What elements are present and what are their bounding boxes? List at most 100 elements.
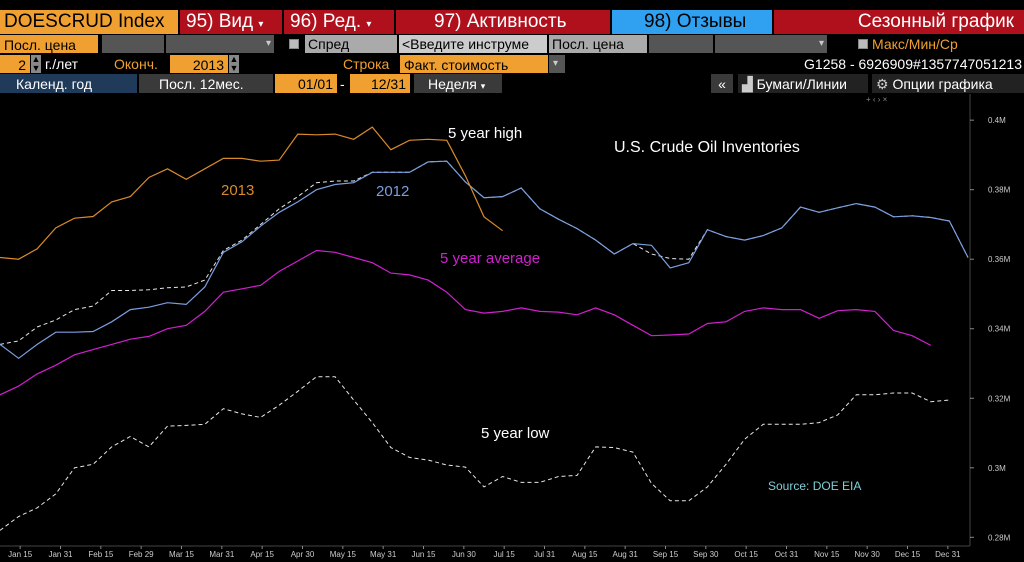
x-tick-label: Mar 31 <box>209 550 234 559</box>
tab-last-12-months-label: Посл. 12мес. <box>159 76 244 92</box>
y-tick-label: 0.36M <box>988 255 1011 264</box>
activity-button[interactable]: 97) Активность <box>396 10 610 34</box>
view-button[interactable]: 95) Вид ▾ <box>180 10 282 34</box>
series-line-2013 <box>0 126 503 260</box>
field-select-2[interactable]: Посл. цена <box>549 35 647 53</box>
x-tick-label: Mar 15 <box>169 550 194 559</box>
label-5-year-high: 5 year high <box>448 125 522 142</box>
x-tick-label: May 31 <box>370 550 397 559</box>
edit-button-label: 96) Ред. <box>290 11 362 32</box>
maxminavg-checkbox[interactable] <box>858 39 868 49</box>
tab-last-12-months[interactable]: Посл. 12мес. <box>139 74 273 93</box>
edit-button[interactable]: 96) Ред. ▾ <box>284 10 394 34</box>
blank-select-2[interactable]: ▾ <box>166 35 274 53</box>
spread-label: Спред <box>308 36 350 52</box>
row-label: Строка <box>343 56 390 72</box>
x-tick-label: Oct 31 <box>775 550 799 559</box>
top-toolbar: DOESCRUD Index 95) Вид ▾ 96) Ред. ▾ 97) … <box>0 0 1024 34</box>
period-select-label: Неделя <box>428 76 477 92</box>
field-select-1[interactable]: Посл. цена <box>0 35 98 53</box>
series-line-5-year-average <box>0 249 932 396</box>
chart-title: U.S. Crude Oil Inventories <box>614 139 800 156</box>
securities-lines-label: Бумаги/Линии <box>756 76 848 92</box>
page-title: Сезонный график <box>774 10 1024 34</box>
date-separator: - <box>340 76 345 92</box>
spread-checkbox[interactable] <box>289 39 299 49</box>
view-button-label: 95) Вид <box>186 11 254 32</box>
blank-select-3[interactable] <box>649 35 713 53</box>
x-tick-label: Sep 30 <box>693 550 719 559</box>
end-label: Оконч. <box>114 56 158 72</box>
y-tick-label: 0.28M <box>988 533 1011 542</box>
feedback-area: 98) Отзывы <box>612 10 772 34</box>
chevron-down-icon: ▾ <box>480 81 486 91</box>
x-tick-label: Jun 30 <box>452 550 477 559</box>
blank-select-1[interactable] <box>102 35 164 53</box>
x-tick-label: Nov 15 <box>814 550 840 559</box>
spread-select[interactable]: Спред <box>305 35 397 53</box>
from-date-input[interactable]: 01/01 <box>275 74 337 93</box>
years-label: г./лет <box>45 56 79 72</box>
chevron-down-icon: ▾ <box>265 38 271 49</box>
instrument-input[interactable]: <Введите инструме <box>399 35 547 53</box>
y-tick-label: 0.3M <box>988 464 1006 473</box>
label-5-year-average: 5 year average <box>440 250 540 267</box>
chart-labels: U.S. Crude Oil Inventories 5 year high 5… <box>221 125 861 493</box>
securities-lines-button[interactable]: ▟ Бумаги/Линии <box>738 74 868 93</box>
feedback-button-label: 98) Отзывы <box>644 11 747 32</box>
gear-icon: ⚙ <box>876 76 889 92</box>
series-line-2012 <box>0 160 969 360</box>
fields-row: Посл. цена ▾ Спред <Введите инструме Пос… <box>0 34 1024 54</box>
to-date-input[interactable]: 12/31 <box>350 74 410 93</box>
label-5-year-low: 5 year low <box>481 425 550 442</box>
x-tick-label: Jan 31 <box>48 550 73 559</box>
x-tick-label: May 15 <box>330 550 357 559</box>
chart-options-label: Опции графика <box>892 76 993 92</box>
years-input[interactable]: 2 <box>0 55 30 73</box>
zoom-controls[interactable]: + ‹ › × <box>866 95 888 104</box>
series-line-5-year-low <box>0 376 950 531</box>
maxminavg-label: Макс/Мин/Ср <box>872 36 958 52</box>
x-tick-label: Jul 15 <box>493 550 515 559</box>
x-tick-label: Aug 15 <box>572 550 598 559</box>
activity-button-label: 97) Активность <box>434 11 567 32</box>
x-tick-label: Aug 31 <box>612 550 638 559</box>
x-tick-label: Jan 15 <box>8 550 33 559</box>
chart-series <box>0 126 969 531</box>
chart-options-button[interactable]: ⚙ Опции графика <box>872 74 1024 93</box>
x-tick-label: Dec 15 <box>895 550 921 559</box>
chart-axes: 0.4M 0.38M 0.36M 0.34M 0.32M 0.3M 0.28M Jan 15 J… <box>0 94 1011 559</box>
years-stepper[interactable]: ▲ ▼ <box>31 55 41 73</box>
period-row: Календ. год Посл. 12мес. 01/01 - 12/31 Н… <box>0 74 1024 94</box>
x-tick-label: Sep 15 <box>653 550 679 559</box>
end-year-input[interactable]: 2013 <box>170 55 228 73</box>
x-tick-label: Oct 15 <box>734 550 758 559</box>
chart-line-icon: ▟ <box>742 76 753 92</box>
seasonal-chart: 0.4M 0.38M 0.36M 0.34M 0.32M 0.3M 0.28M Jan 15 J… <box>0 94 1011 559</box>
end-year-stepper[interactable]: ▲ ▼ <box>229 55 239 73</box>
row-dropdown[interactable]: ▾ <box>549 55 565 73</box>
chevron-down-icon: ▾ <box>366 19 372 30</box>
ticker-field[interactable]: DOESCRUD Index <box>0 10 178 34</box>
period-select[interactable]: Неделя ▾ <box>414 74 502 93</box>
tab-calendar-year[interactable]: Календ. год <box>0 74 137 93</box>
y-tick-label: 0.4M <box>988 116 1006 125</box>
x-tick-label: Apr 30 <box>291 550 315 559</box>
collapse-button[interactable]: « <box>711 74 733 93</box>
x-tick-label: Dec 31 <box>935 550 961 559</box>
tab-calendar-year-label: Календ. год <box>16 76 93 92</box>
x-tick-label: Feb 29 <box>129 550 154 559</box>
y-tick-label: 0.32M <box>988 394 1011 403</box>
x-tick-label: Jun 15 <box>411 550 436 559</box>
security-id: G1258 - 6926909#1357747051213 <box>804 56 1022 72</box>
x-tick-label: Apr 15 <box>250 550 274 559</box>
chevron-down-icon: ▾ <box>553 58 559 69</box>
row-select[interactable]: Факт. стоимость <box>400 55 548 73</box>
chevron-down-icon: ▾ <box>818 38 824 49</box>
feedback-button[interactable]: 98) Отзывы <box>612 10 772 34</box>
chevron-down-icon: ▾ <box>258 19 264 30</box>
y-tick-label: 0.34M <box>988 325 1011 334</box>
label-2013: 2013 <box>221 182 254 199</box>
blank-select-4[interactable]: ▾ <box>715 35 827 53</box>
x-tick-label: Nov 30 <box>854 550 880 559</box>
